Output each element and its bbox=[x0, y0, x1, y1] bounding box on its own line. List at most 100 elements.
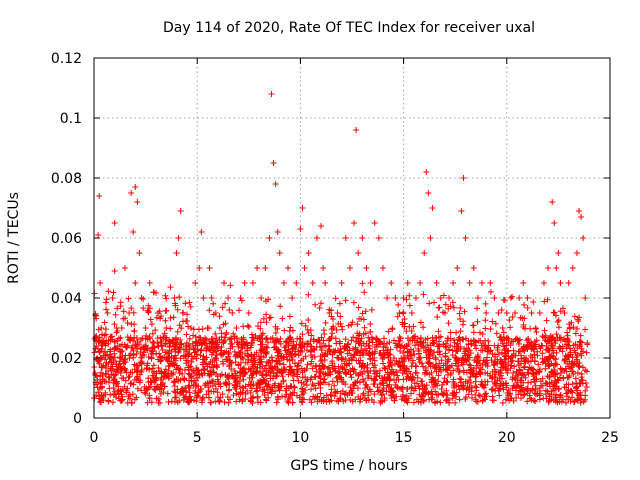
noise-point bbox=[422, 367, 429, 374]
noise-point bbox=[292, 346, 299, 353]
noise-point bbox=[287, 334, 294, 341]
noise-point bbox=[513, 395, 520, 402]
noise-point bbox=[532, 341, 539, 348]
noise-point bbox=[275, 355, 282, 362]
noise-point bbox=[176, 294, 183, 301]
noise-point bbox=[371, 380, 378, 387]
noise-point bbox=[134, 362, 141, 369]
noise-point bbox=[138, 354, 145, 361]
noise-point bbox=[502, 352, 509, 359]
noise-point bbox=[576, 314, 583, 321]
noise-point bbox=[377, 381, 384, 388]
noise-point bbox=[240, 336, 247, 343]
noise-point bbox=[125, 295, 132, 302]
noise-point bbox=[179, 388, 186, 395]
noise-point bbox=[144, 345, 151, 352]
noise-point bbox=[336, 395, 343, 402]
noise-point bbox=[489, 318, 496, 325]
noise-point bbox=[187, 372, 194, 379]
noise-point bbox=[482, 369, 489, 376]
data-point bbox=[499, 325, 506, 331]
noise-point bbox=[282, 347, 289, 354]
noise-point bbox=[217, 350, 224, 357]
noise-point bbox=[148, 321, 155, 328]
noise-point bbox=[351, 382, 358, 389]
noise-point bbox=[524, 398, 531, 405]
noise-point bbox=[124, 334, 131, 341]
noise-point bbox=[189, 340, 196, 347]
noise-point bbox=[199, 394, 206, 401]
noise-point bbox=[390, 337, 397, 344]
noise-point bbox=[132, 342, 139, 349]
noise-point bbox=[359, 280, 366, 287]
noise-point bbox=[408, 390, 415, 397]
noise-point bbox=[357, 396, 364, 403]
data-point bbox=[404, 280, 411, 286]
noise-point bbox=[327, 348, 334, 355]
noise-point bbox=[191, 377, 198, 384]
noise-point bbox=[246, 374, 253, 381]
data-point bbox=[132, 184, 139, 190]
noise-point bbox=[210, 378, 217, 385]
noise-point bbox=[279, 373, 286, 380]
noise-point bbox=[495, 351, 502, 358]
noise-point bbox=[423, 382, 430, 389]
noise-point bbox=[173, 334, 180, 341]
noise-point bbox=[230, 392, 237, 399]
noise-point bbox=[507, 342, 514, 349]
noise-point bbox=[529, 370, 536, 377]
data-point bbox=[111, 268, 118, 274]
noise-point bbox=[317, 375, 324, 382]
noise-point bbox=[408, 328, 415, 335]
noise-point bbox=[219, 304, 226, 311]
noise-point bbox=[309, 354, 316, 361]
noise-point bbox=[335, 354, 342, 361]
data-point bbox=[134, 199, 141, 205]
data-point bbox=[98, 325, 105, 331]
noise-point bbox=[170, 314, 177, 321]
noise-point bbox=[459, 321, 466, 328]
data-point bbox=[173, 250, 180, 256]
noise-point bbox=[103, 296, 110, 303]
noise-point bbox=[480, 340, 487, 347]
y-tick-label: 0.12 bbox=[51, 51, 82, 67]
noise-point bbox=[255, 399, 262, 406]
noise-point bbox=[196, 371, 203, 378]
noise-point bbox=[492, 359, 499, 366]
noise-point bbox=[236, 383, 243, 390]
noise-point bbox=[398, 385, 405, 392]
noise-point bbox=[538, 342, 545, 349]
noise-point bbox=[98, 369, 105, 376]
noise-point bbox=[162, 317, 169, 324]
noise-point bbox=[121, 356, 128, 363]
noise-point bbox=[194, 374, 201, 381]
noise-point bbox=[224, 356, 231, 363]
noise-point bbox=[193, 365, 200, 372]
noise-point bbox=[359, 371, 366, 378]
noise-point bbox=[360, 350, 367, 357]
noise-point bbox=[210, 349, 217, 356]
noise-point bbox=[239, 384, 246, 391]
noise-point bbox=[489, 397, 496, 404]
noise-point bbox=[392, 393, 399, 400]
noise-point bbox=[273, 399, 280, 406]
noise-point bbox=[117, 334, 124, 341]
noise-point bbox=[442, 301, 449, 308]
noise-point bbox=[183, 331, 190, 338]
data-point bbox=[553, 265, 560, 271]
noise-point bbox=[377, 397, 384, 404]
x-tick-label: 15 bbox=[395, 430, 413, 446]
data-point bbox=[569, 265, 576, 271]
noise-point bbox=[174, 399, 181, 406]
noise-point bbox=[441, 375, 448, 382]
noise-point bbox=[102, 342, 109, 349]
noise-point bbox=[95, 389, 102, 396]
noise-point bbox=[555, 386, 562, 393]
noise-point bbox=[252, 357, 258, 364]
noise-point bbox=[305, 316, 312, 323]
noise-point bbox=[117, 299, 124, 306]
noise-point bbox=[325, 381, 332, 388]
noise-point bbox=[449, 299, 456, 306]
noise-point bbox=[188, 378, 195, 385]
data-point bbox=[503, 310, 510, 316]
